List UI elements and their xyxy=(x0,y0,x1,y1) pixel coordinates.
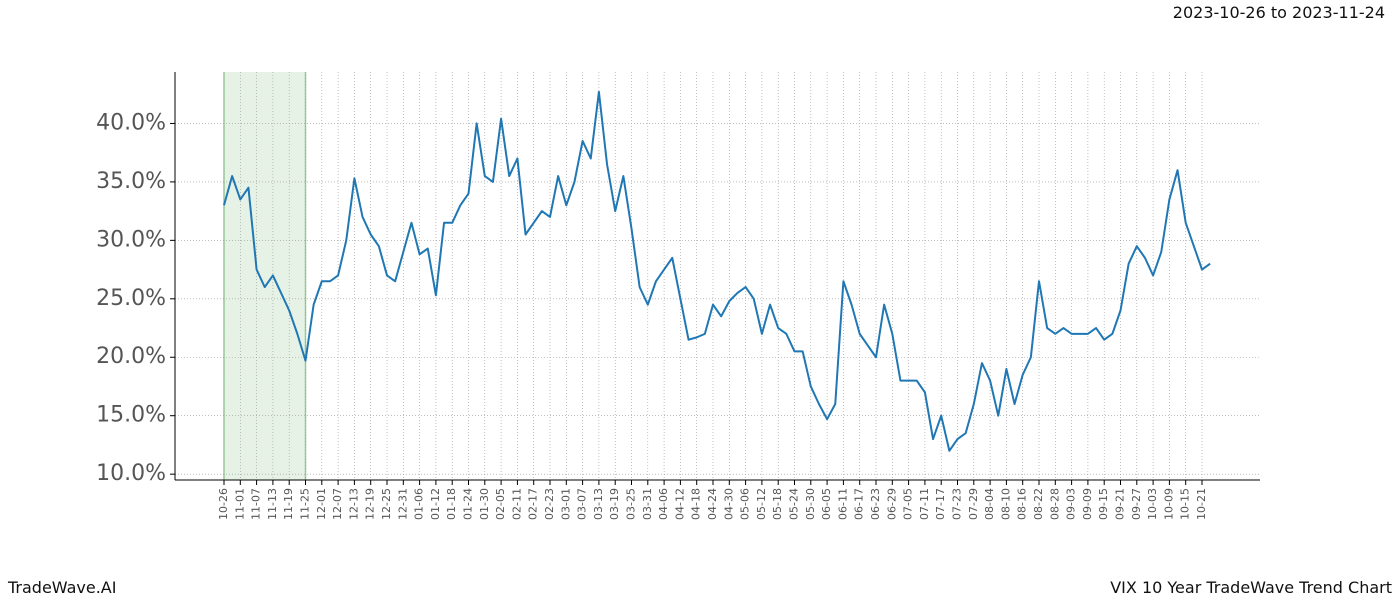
x-tick-label: 08-04 xyxy=(983,488,996,520)
x-tick-label: 11-25 xyxy=(299,488,312,520)
x-tick-label: 07-11 xyxy=(918,488,931,520)
x-tick-label: 05-12 xyxy=(755,488,768,520)
x-tick-label: 04-24 xyxy=(706,488,719,520)
x-tick-label: 04-06 xyxy=(657,488,670,520)
x-tick-label: 01-12 xyxy=(429,488,442,520)
x-tick-label: 06-17 xyxy=(853,488,866,520)
x-tick-label: 06-05 xyxy=(820,488,833,520)
x-tick-label: 02-05 xyxy=(494,488,507,520)
x-tick-label: 07-23 xyxy=(951,488,964,520)
x-tick-label: 10-03 xyxy=(1146,488,1159,520)
x-tick-label: 04-30 xyxy=(722,488,735,520)
x-tick-label: 08-28 xyxy=(1048,488,1061,520)
line xyxy=(223,90,1211,452)
x-tick-label: 11-13 xyxy=(266,488,279,520)
x-tick-label: 12-01 xyxy=(315,488,328,520)
x-tick-label: 03-01 xyxy=(559,488,572,520)
x-tick-label: 01-30 xyxy=(478,488,491,520)
y-tick-label: 20.0% xyxy=(96,344,166,369)
x-tick-label: 06-23 xyxy=(869,488,882,520)
x-tick-label: 03-19 xyxy=(608,488,621,520)
x-tick-label: 08-16 xyxy=(1016,488,1029,520)
y-tick-label: 25.0% xyxy=(96,286,166,311)
x-tick-label: 11-07 xyxy=(250,488,263,520)
x-tick-label: 05-24 xyxy=(788,488,801,520)
x-tick-label: 05-18 xyxy=(771,488,784,520)
brand: TradeWave.AI xyxy=(7,578,116,597)
x-tick-label: 02-17 xyxy=(527,488,540,520)
x-tick-label: 10-21 xyxy=(1195,488,1208,520)
x-tick-label: 09-27 xyxy=(1130,488,1143,520)
y-tick-label: 35.0% xyxy=(96,169,166,194)
x-tick-label: 10-26 xyxy=(217,488,230,520)
x-tick-label: 01-18 xyxy=(445,488,458,520)
x-tick-label: 07-17 xyxy=(934,488,947,520)
x-tick-label: 02-11 xyxy=(510,488,523,520)
x-tick-label: 09-03 xyxy=(1065,488,1078,520)
x-tick-label: 01-24 xyxy=(462,488,475,520)
x-tick-label: 12-31 xyxy=(396,488,409,520)
x-tick-label: 10-15 xyxy=(1179,488,1192,520)
chart-title: 2023-10-26 to 2023-11-24 xyxy=(1173,3,1385,22)
y-tick-label: 15.0% xyxy=(96,403,166,428)
x-tick-label: 08-22 xyxy=(1032,488,1045,520)
y-tick-label: 10.0% xyxy=(96,461,166,486)
x-tick-label: 10-09 xyxy=(1162,488,1175,520)
x-tick-label: 12-07 xyxy=(331,488,344,520)
x-tick-label: 04-12 xyxy=(673,488,686,520)
x-tick-label: 01-06 xyxy=(413,488,426,520)
caption: VIX 10 Year TradeWave Trend Chart xyxy=(1110,578,1392,597)
x-tick-label: 07-29 xyxy=(967,488,980,520)
x-tick-label: 12-25 xyxy=(380,488,393,520)
y-tick-label: 30.0% xyxy=(96,227,166,252)
x-tick-label: 09-21 xyxy=(1114,488,1127,520)
x-tick-label: 09-15 xyxy=(1097,488,1110,520)
x-tick-label: 02-23 xyxy=(543,488,556,520)
x-tick-label: 11-01 xyxy=(233,488,246,520)
x-tick-label: 05-30 xyxy=(804,488,817,520)
x-tick-label: 07-05 xyxy=(902,488,915,520)
highlight-band xyxy=(224,72,306,480)
x-tick-label: 03-13 xyxy=(592,488,605,520)
x-tick-label: 06-29 xyxy=(885,488,898,520)
x-tick-label: 06-11 xyxy=(836,488,849,520)
x-tick-label: 03-25 xyxy=(625,488,638,520)
x-tick-label: 04-18 xyxy=(690,488,703,520)
x-tick-label: 09-09 xyxy=(1081,488,1094,520)
x-tick-label: 03-31 xyxy=(641,488,654,520)
x-tick-label: 12-13 xyxy=(347,488,360,520)
x-tick-label: 05-06 xyxy=(739,488,752,520)
y-tick-label: 40.0% xyxy=(96,110,166,135)
x-tick-label: 08-10 xyxy=(999,488,1012,520)
x-tick-label: 03-07 xyxy=(576,488,589,520)
x-tick-label: 11-19 xyxy=(282,488,295,520)
x-tick-label: 12-19 xyxy=(364,488,377,520)
